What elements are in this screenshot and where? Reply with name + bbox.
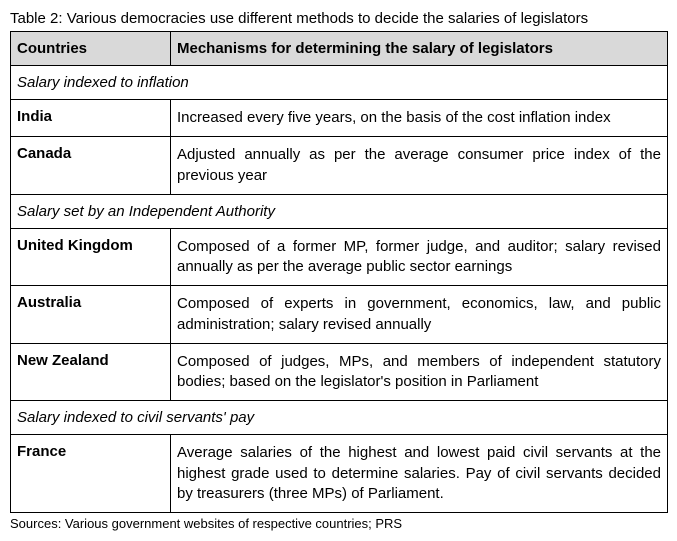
header-mechanisms: Mechanisms for determining the salary of… (171, 32, 668, 66)
mechanism-cell: Average salaries of the highest and lowe… (171, 435, 668, 513)
table-row: France Average salaries of the highest a… (11, 435, 668, 513)
mechanism-cell: Composed of judges, MPs, and members of … (171, 343, 668, 401)
table-row: New Zealand Composed of judges, MPs, and… (11, 343, 668, 401)
table-sources: Sources: Various government websites of … (10, 516, 667, 531)
mechanism-cell: Composed of experts in government, econo… (171, 286, 668, 344)
table-row: United Kingdom Composed of a former MP, … (11, 228, 668, 286)
table-row: Canada Adjusted annually as per the aver… (11, 137, 668, 195)
table-row: Australia Composed of experts in governm… (11, 286, 668, 344)
section-title: Salary indexed to civil servants' pay (11, 401, 668, 435)
table-header-row: Countries Mechanisms for determining the… (11, 32, 668, 66)
country-cell: Australia (11, 286, 171, 344)
section-row: Salary indexed to civil servants' pay (11, 401, 668, 435)
country-cell: New Zealand (11, 343, 171, 401)
mechanism-cell: Adjusted annually as per the average con… (171, 137, 668, 195)
section-title: Salary indexed to inflation (11, 66, 668, 100)
country-cell: France (11, 435, 171, 513)
section-title: Salary set by an Independent Authority (11, 194, 668, 228)
salary-table: Countries Mechanisms for determining the… (10, 31, 668, 513)
country-cell: Canada (11, 137, 171, 195)
country-cell: India (11, 100, 171, 137)
mechanism-cell: Composed of a former MP, former judge, a… (171, 228, 668, 286)
section-row: Salary indexed to inflation (11, 66, 668, 100)
country-cell: United Kingdom (11, 228, 171, 286)
table-row: India Increased every five years, on the… (11, 100, 668, 137)
header-countries: Countries (11, 32, 171, 66)
mechanism-cell: Increased every five years, on the basis… (171, 100, 668, 137)
table-caption: Table 2: Various democracies use differe… (10, 10, 667, 27)
section-row: Salary set by an Independent Authority (11, 194, 668, 228)
